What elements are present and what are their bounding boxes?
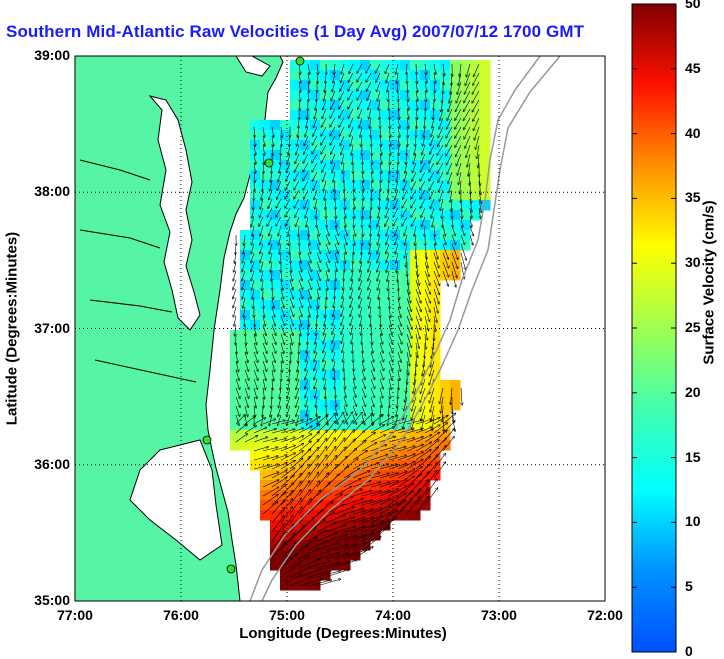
y-axis-label: Latitude (Degrees:Minutes): [3, 231, 21, 426]
colorbar: [631, 3, 677, 653]
colorbar-tick-label: 20: [685, 383, 701, 400]
colorbar-tick-label: 50: [685, 0, 701, 11]
colorbar-tick-label: 45: [685, 59, 701, 76]
x-tick-label: 73:00: [481, 607, 517, 623]
y-tick-label: 35:00: [34, 592, 70, 608]
x-tick-label: 72:00: [587, 607, 623, 623]
y-tick-label: 38:00: [34, 183, 70, 200]
station-marker: [226, 564, 236, 574]
colorbar-tick-label: 35: [685, 189, 701, 206]
pamlico-sound: [129, 439, 223, 561]
x-tick-label: 77:00: [57, 607, 93, 623]
station-marker: [202, 435, 212, 445]
x-tick-label: 74:00: [375, 607, 411, 623]
y-tick-label: 39:00: [34, 47, 70, 63]
x-axis-label: Longitude (Degrees:Minutes): [239, 625, 447, 642]
colorbar-tick-label: 25: [685, 319, 701, 335]
delaware-bay: [235, 56, 271, 77]
colorbar-label: Surface Velocity (cm/s): [700, 200, 718, 365]
y-tick-label: 37:00: [34, 319, 70, 336]
colorbar-tick-label: 40: [685, 124, 701, 141]
colorbar-tick-label: 15: [685, 448, 701, 465]
colorbar-tick-label: 0: [685, 643, 693, 659]
x-tick-label: 75:00: [269, 607, 305, 623]
chesapeake-bay: [148, 95, 201, 331]
station-marker: [264, 158, 274, 168]
map-title: Southern Mid-Atlantic Raw Velocities (1 …: [6, 22, 585, 41]
colorbar-tick-label: 30: [685, 254, 701, 271]
colorbar-tick-label: 10: [685, 513, 701, 530]
colorbar-tick-label: 5: [685, 578, 693, 595]
x-tick-label: 76:00: [163, 607, 199, 623]
y-tick-label: 36:00: [34, 455, 70, 472]
station-marker: [295, 56, 305, 66]
